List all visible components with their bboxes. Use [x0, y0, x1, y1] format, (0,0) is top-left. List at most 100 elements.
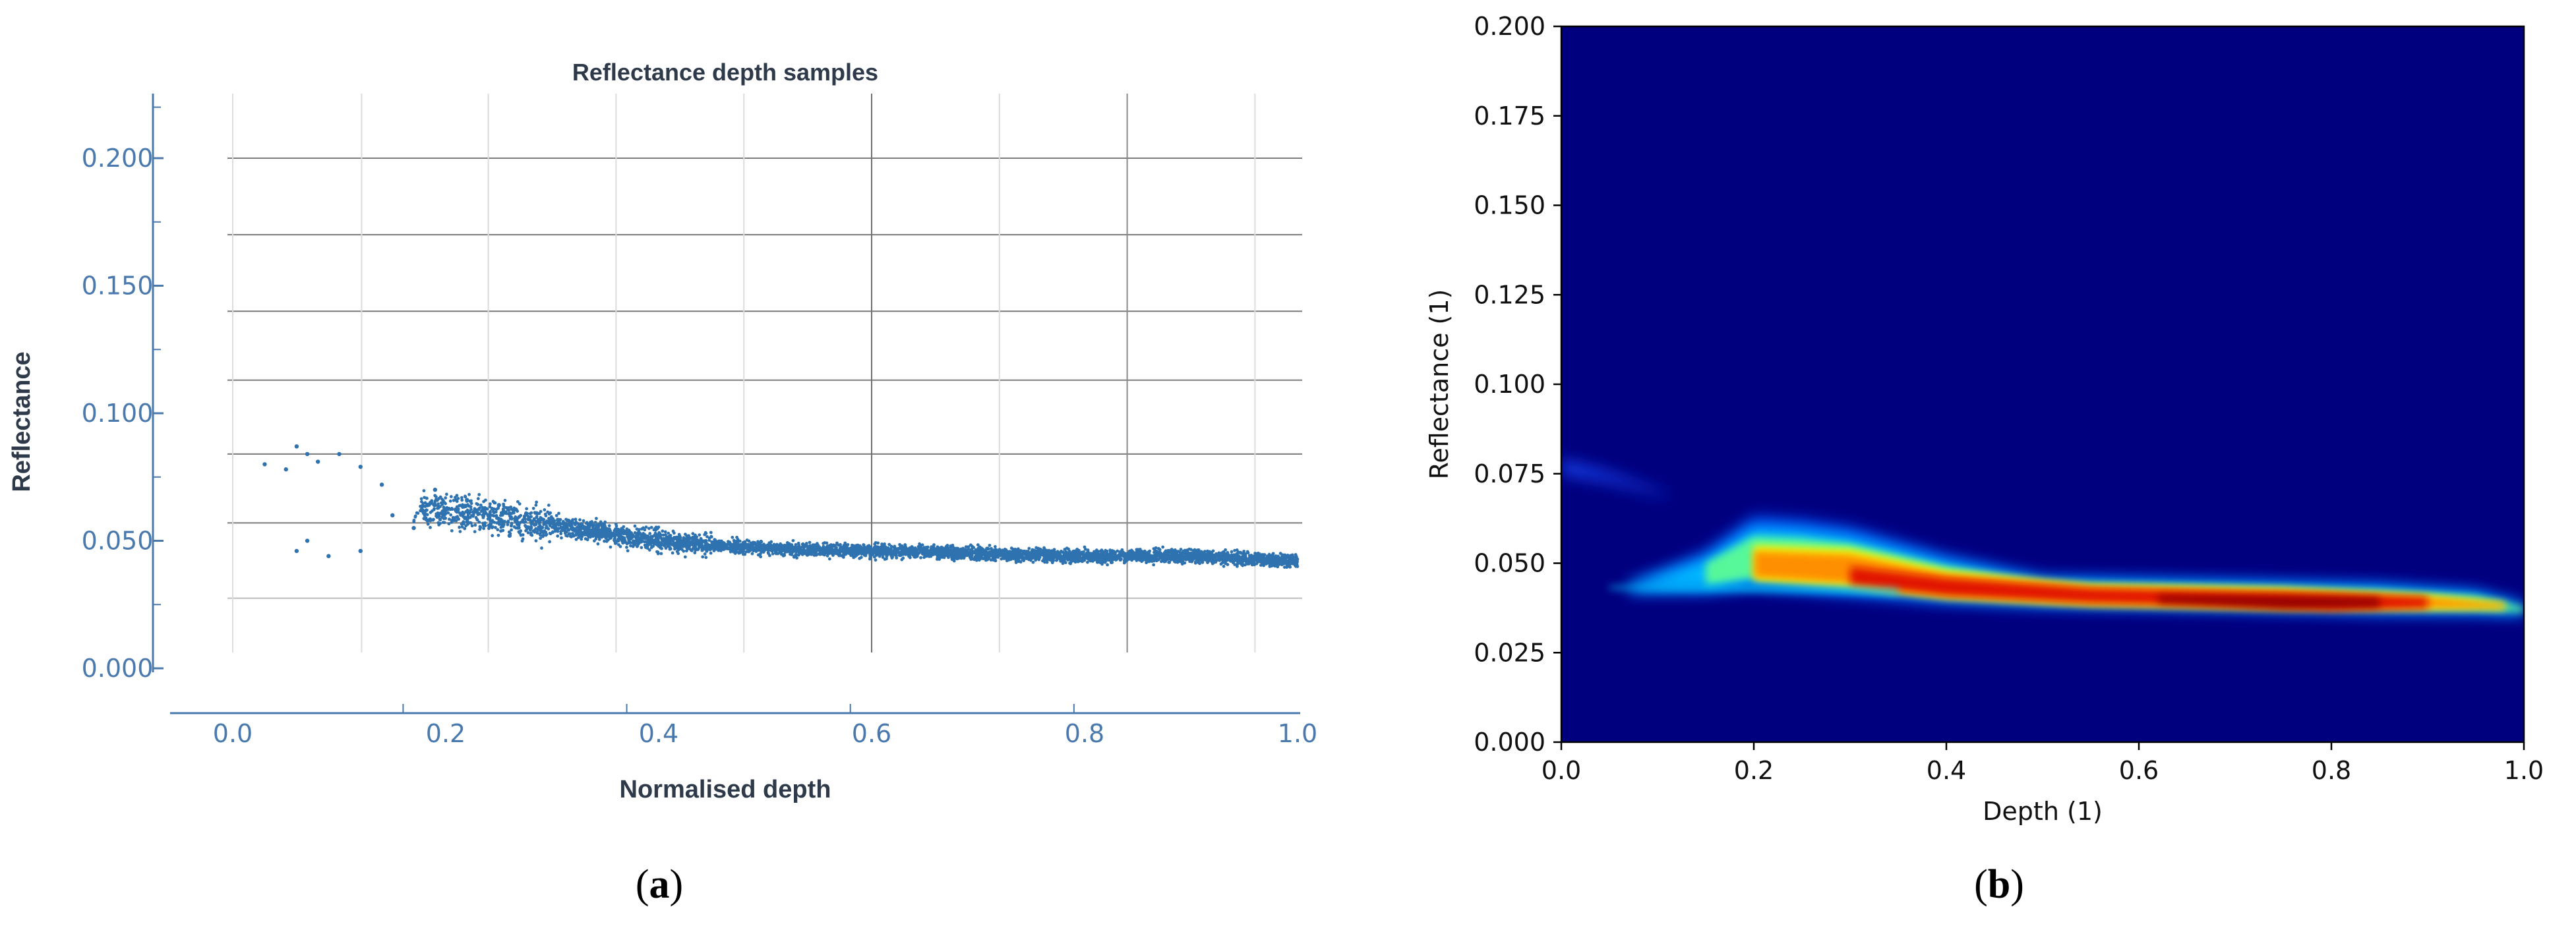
scatter-point — [544, 533, 548, 537]
scatter-point — [1220, 554, 1224, 558]
scatter-point — [578, 518, 582, 522]
scatter-point — [1128, 557, 1132, 561]
scatter-point — [1294, 564, 1298, 568]
scatter-point — [1125, 554, 1129, 557]
scatter-point — [925, 552, 928, 556]
scatter-point — [734, 549, 738, 552]
scatter-point — [447, 522, 451, 526]
scatter-point — [468, 499, 472, 503]
scatter-point — [469, 521, 473, 525]
scatter-point — [742, 548, 745, 552]
scatter-point — [1243, 558, 1247, 562]
scatter-point — [539, 536, 543, 540]
scatter-point — [990, 548, 994, 552]
scatter-point — [1153, 550, 1156, 554]
scatter-point — [597, 537, 601, 541]
scatter-point — [964, 545, 968, 549]
scatter-point — [644, 536, 647, 540]
scatter-point — [594, 523, 598, 527]
scatter-point — [768, 544, 771, 548]
scatter-point — [631, 544, 635, 548]
scatter-point — [596, 542, 600, 546]
scatter-point — [1233, 548, 1236, 552]
scatter-point — [469, 502, 473, 506]
scatter-point — [1061, 562, 1065, 566]
scatter-point — [535, 500, 539, 504]
scatter-point — [690, 542, 694, 546]
scatter-point — [494, 525, 497, 529]
scatter-point — [736, 542, 739, 546]
scatter-point — [620, 540, 624, 544]
scatter-point — [419, 497, 423, 501]
scatter-point — [509, 524, 513, 528]
scatter-point — [744, 550, 748, 554]
scatter-point — [534, 539, 538, 542]
scatter-point — [616, 538, 620, 542]
scatter-point — [603, 539, 606, 543]
scatter-point — [878, 554, 882, 558]
scatter-point — [719, 549, 723, 552]
scatter-point — [673, 537, 677, 540]
scatter-point — [556, 534, 560, 538]
scatter-point — [604, 536, 608, 540]
scatter-point — [696, 547, 700, 551]
scatter-point — [644, 534, 648, 538]
scatter-point — [825, 541, 829, 545]
scatter-point — [337, 451, 342, 457]
scatter-point — [919, 556, 922, 560]
scatter-point — [481, 506, 485, 509]
scatter-point — [614, 541, 618, 545]
scatter-point — [591, 527, 595, 531]
scatter-point — [488, 505, 492, 509]
scatter-point — [668, 547, 672, 551]
scatter-point — [860, 550, 864, 554]
scatter-point — [984, 556, 988, 560]
scatter-point — [1168, 560, 1172, 564]
scatter-point — [647, 527, 651, 531]
scatter-point — [441, 499, 445, 502]
scatter-point — [1009, 558, 1013, 562]
scatter-point — [811, 543, 815, 547]
scatter-point — [600, 527, 604, 531]
scatter-point — [808, 544, 812, 548]
scatter-point — [636, 544, 640, 548]
scatter-point — [883, 552, 887, 556]
scatter-point — [1292, 556, 1296, 560]
scatter-point — [616, 533, 620, 536]
scatter-point — [1273, 564, 1277, 568]
scatter-point — [1017, 549, 1021, 553]
scatter-point — [756, 540, 760, 544]
scatter-point — [457, 517, 461, 521]
scatter-point — [1137, 548, 1140, 552]
scatter-point — [777, 548, 781, 552]
y-tick-label: 0.050 — [82, 527, 154, 556]
scatter-point — [866, 544, 870, 548]
scatter-point — [992, 558, 996, 562]
scatter-point — [884, 548, 888, 552]
scatter-point — [525, 526, 529, 530]
scatter-point — [504, 506, 508, 509]
scatter-point — [827, 557, 831, 561]
scatter-point — [470, 524, 474, 528]
scatter-point — [932, 544, 936, 548]
scatter-point — [548, 531, 552, 535]
scatter-point — [531, 529, 535, 533]
scatter-point — [1250, 563, 1254, 567]
scatter-point — [673, 544, 676, 548]
scatter-point — [570, 519, 574, 523]
scatter-point — [1106, 558, 1110, 562]
scatter-point — [772, 544, 776, 548]
scatter-point — [536, 519, 540, 523]
scatter-point — [1241, 564, 1245, 567]
scatter-point — [862, 543, 866, 546]
scatter-point — [448, 499, 452, 503]
scatter-point — [1120, 551, 1123, 554]
scatter-point — [953, 552, 957, 556]
scatter-point — [476, 497, 480, 500]
scatter-point — [582, 527, 586, 531]
scatter-point — [872, 555, 876, 559]
scatter-point — [517, 521, 521, 525]
scatter-point — [501, 525, 505, 529]
scatter-point — [465, 519, 469, 523]
scatter-point — [885, 553, 889, 556]
